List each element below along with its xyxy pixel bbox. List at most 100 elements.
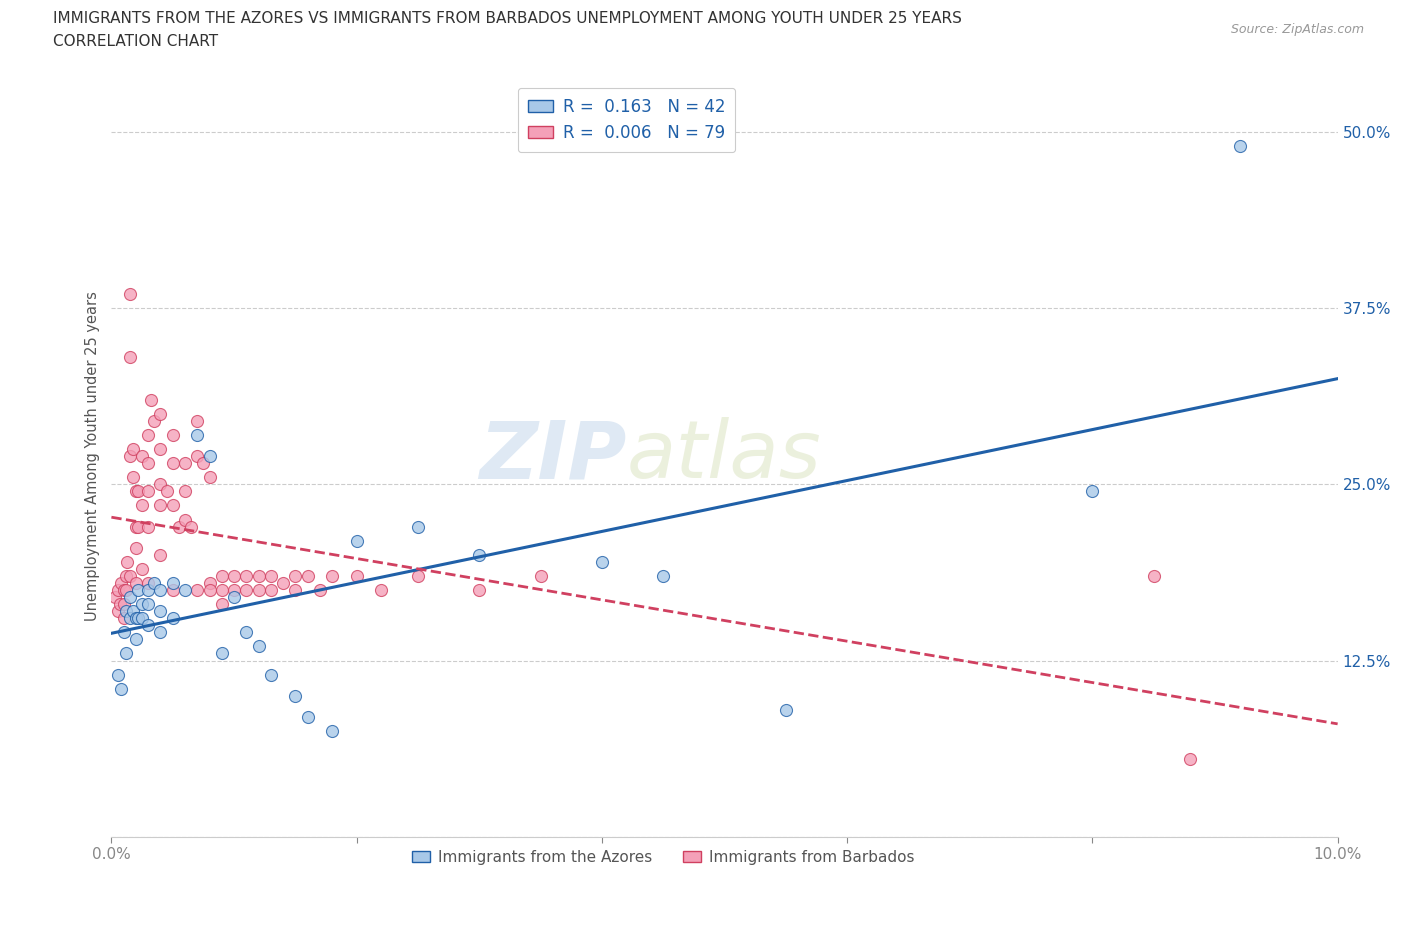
Point bbox=[174, 456, 197, 471]
Point bbox=[136, 519, 159, 534]
Point bbox=[198, 470, 221, 485]
Point bbox=[186, 428, 208, 443]
Point bbox=[235, 582, 257, 597]
Point bbox=[143, 576, 166, 591]
Point bbox=[297, 710, 319, 724]
Point bbox=[118, 286, 141, 301]
Point bbox=[222, 568, 245, 583]
Point bbox=[211, 568, 233, 583]
Point bbox=[149, 625, 172, 640]
Point bbox=[131, 498, 153, 512]
Point bbox=[1143, 568, 1166, 583]
Point bbox=[321, 568, 343, 583]
Point bbox=[136, 576, 159, 591]
Point bbox=[198, 448, 221, 463]
Point bbox=[180, 519, 202, 534]
Point bbox=[115, 646, 138, 661]
Point bbox=[284, 688, 307, 703]
Point bbox=[122, 604, 145, 618]
Point bbox=[162, 611, 184, 626]
Point bbox=[149, 604, 172, 618]
Point bbox=[125, 519, 148, 534]
Point bbox=[122, 470, 145, 485]
Point bbox=[260, 568, 283, 583]
Point bbox=[162, 576, 184, 591]
Y-axis label: Unemployment Among Youth under 25 years: Unemployment Among Youth under 25 years bbox=[86, 291, 100, 621]
Point bbox=[118, 448, 141, 463]
Point bbox=[115, 604, 138, 618]
Point bbox=[149, 477, 172, 492]
Point bbox=[468, 582, 491, 597]
Point bbox=[406, 519, 429, 534]
Point bbox=[136, 618, 159, 632]
Point bbox=[127, 611, 149, 626]
Point bbox=[247, 582, 270, 597]
Text: Source: ZipAtlas.com: Source: ZipAtlas.com bbox=[1230, 23, 1364, 36]
Point bbox=[131, 611, 153, 626]
Point bbox=[104, 590, 127, 604]
Point bbox=[149, 582, 172, 597]
Point bbox=[125, 484, 148, 498]
Point bbox=[112, 625, 135, 640]
Point bbox=[247, 568, 270, 583]
Point bbox=[122, 442, 145, 457]
Point bbox=[136, 428, 159, 443]
Text: CORRELATION CHART: CORRELATION CHART bbox=[53, 34, 218, 49]
Point bbox=[370, 582, 392, 597]
Point bbox=[271, 576, 294, 591]
Point bbox=[235, 568, 257, 583]
Point bbox=[125, 540, 148, 555]
Point bbox=[149, 498, 172, 512]
Text: atlas: atlas bbox=[627, 417, 821, 495]
Point bbox=[167, 519, 190, 534]
Point bbox=[127, 484, 149, 498]
Point bbox=[297, 568, 319, 583]
Point bbox=[110, 682, 132, 697]
Point bbox=[131, 562, 153, 577]
Point bbox=[186, 582, 208, 597]
Point bbox=[127, 582, 149, 597]
Point bbox=[652, 568, 675, 583]
Point bbox=[107, 604, 129, 618]
Point bbox=[139, 392, 162, 407]
Point bbox=[117, 554, 139, 569]
Point bbox=[115, 582, 138, 597]
Point bbox=[1180, 751, 1202, 766]
Point bbox=[118, 611, 141, 626]
Legend: Immigrants from the Azores, Immigrants from Barbados: Immigrants from the Azores, Immigrants f… bbox=[406, 844, 921, 871]
Point bbox=[155, 484, 177, 498]
Point bbox=[222, 590, 245, 604]
Point bbox=[284, 582, 307, 597]
Point bbox=[125, 611, 148, 626]
Point bbox=[125, 632, 148, 647]
Point bbox=[127, 519, 149, 534]
Point bbox=[125, 576, 148, 591]
Point bbox=[131, 597, 153, 612]
Point bbox=[284, 568, 307, 583]
Point bbox=[529, 568, 551, 583]
Point bbox=[1081, 484, 1104, 498]
Point bbox=[174, 512, 197, 527]
Point bbox=[143, 414, 166, 429]
Point bbox=[468, 548, 491, 563]
Point bbox=[149, 406, 172, 421]
Point bbox=[247, 639, 270, 654]
Point bbox=[186, 414, 208, 429]
Point bbox=[211, 582, 233, 597]
Point bbox=[136, 456, 159, 471]
Point bbox=[211, 646, 233, 661]
Point bbox=[1229, 139, 1251, 153]
Point bbox=[321, 724, 343, 738]
Point bbox=[110, 576, 132, 591]
Point bbox=[198, 582, 221, 597]
Point bbox=[186, 448, 208, 463]
Point bbox=[260, 582, 283, 597]
Point bbox=[136, 582, 159, 597]
Point bbox=[174, 582, 197, 597]
Point bbox=[309, 582, 332, 597]
Point bbox=[115, 568, 138, 583]
Text: ZIP: ZIP bbox=[479, 417, 627, 495]
Point bbox=[591, 554, 613, 569]
Point bbox=[162, 582, 184, 597]
Point bbox=[112, 582, 135, 597]
